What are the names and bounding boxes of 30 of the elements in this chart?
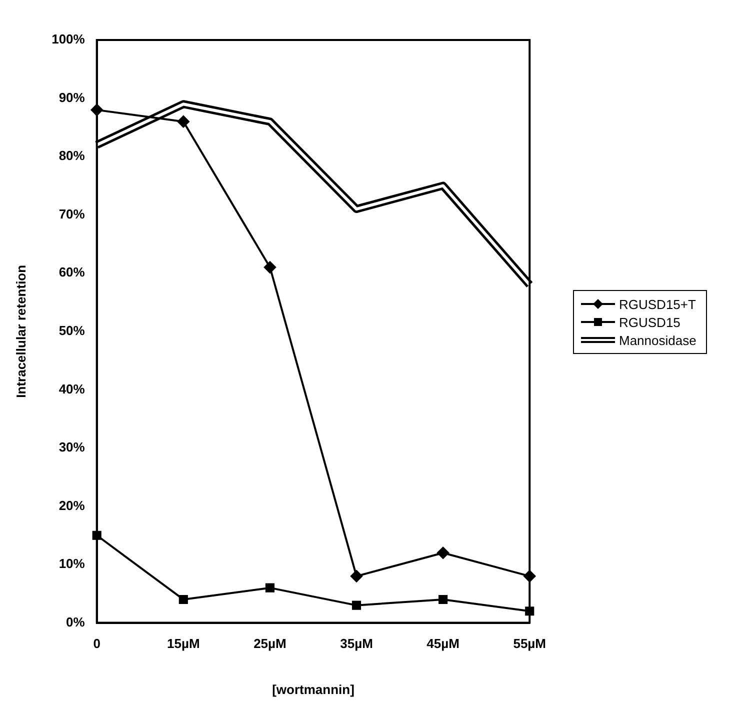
y-tick-label: 60% — [58, 264, 86, 280]
y-tick-label: 90% — [58, 90, 86, 105]
point — [438, 594, 448, 604]
legend-label: RGUSD15 — [619, 314, 680, 330]
y-tick-label: 100% — [52, 32, 86, 47]
y-tick-label: 40% — [58, 381, 86, 396]
y-tick-label: 20% — [58, 498, 86, 513]
legend-label: RGUSD15+T — [619, 296, 696, 312]
y-tick-label: 30% — [58, 440, 86, 455]
y-tick-label: 70% — [58, 206, 86, 222]
x-tick-label: 15µM — [167, 636, 200, 652]
point — [177, 116, 190, 128]
legend-label: Mannosidase — [619, 332, 696, 348]
point — [352, 600, 362, 610]
y-axis-title: Intracellular retention — [13, 264, 28, 398]
x-axis-title: [wortmannin] — [272, 682, 354, 697]
point — [265, 583, 274, 592]
y-tick-label: 50% — [58, 322, 86, 338]
x-tick-label: 35µM — [340, 636, 373, 652]
point — [178, 594, 188, 604]
point — [350, 570, 363, 582]
y-tick-label: 10% — [58, 556, 86, 572]
point — [437, 546, 450, 559]
point — [264, 261, 276, 274]
x-tick-label: 0 — [93, 636, 100, 652]
x-tick-label: 55µM — [513, 636, 546, 652]
y-tick-label: 0% — [66, 614, 86, 630]
x-tick-label: 25µM — [254, 636, 286, 652]
x-tick-label: 45µM — [426, 636, 460, 652]
y-tick-label: 80% — [58, 148, 86, 164]
